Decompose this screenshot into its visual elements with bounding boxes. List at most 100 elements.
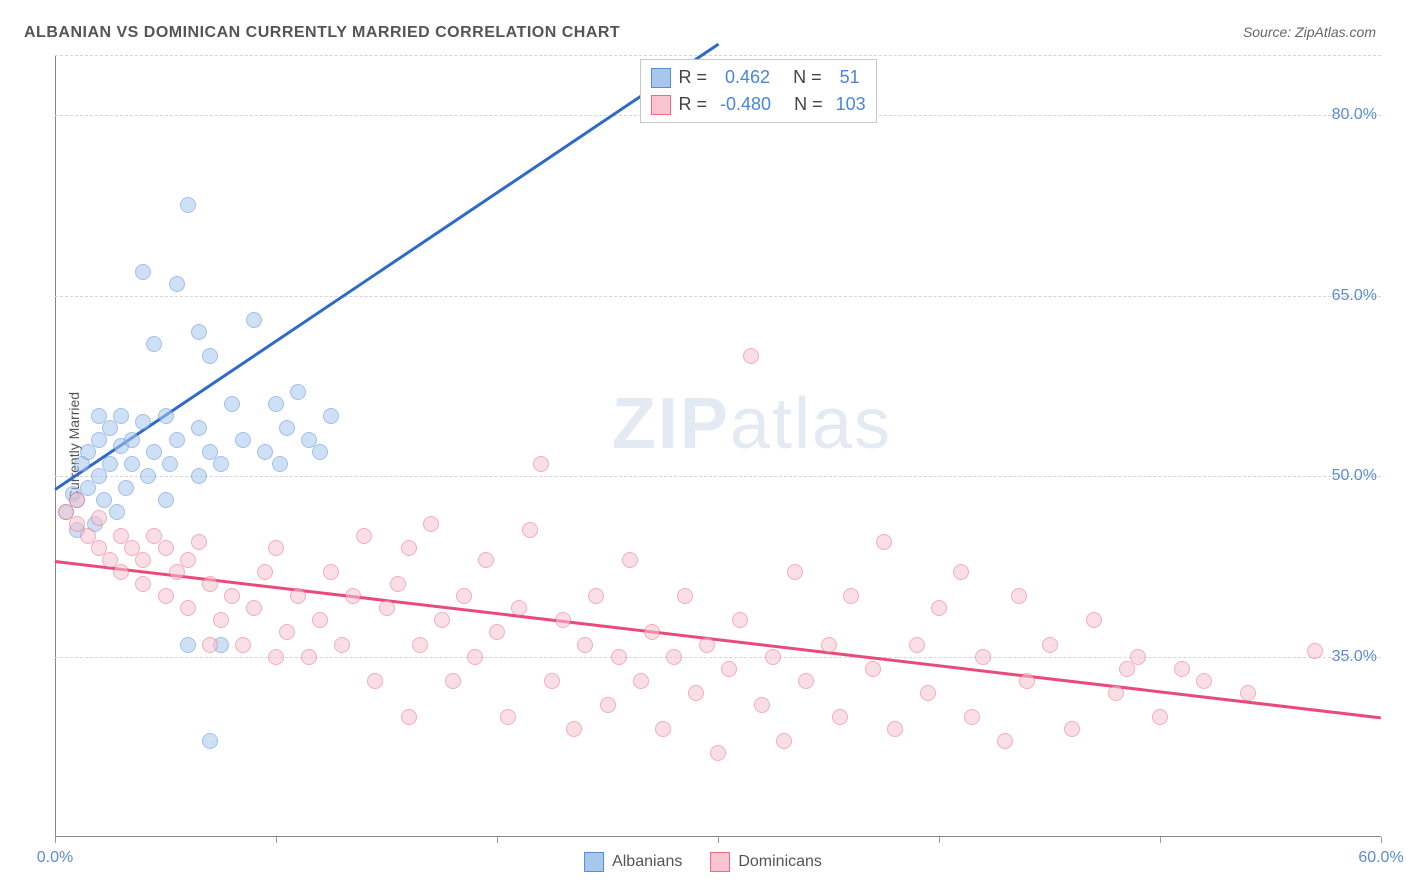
scatter-point-dominicans [953,564,969,580]
scatter-point-albanians [146,444,162,460]
chart-area: ZIPatlas 35.0%50.0%65.0%80.0%R = 0.462 N… [55,55,1381,837]
scatter-point-albanians [191,420,207,436]
scatter-point-dominicans [997,733,1013,749]
y-axis-line [55,55,56,837]
scatter-point-albanians [272,456,288,472]
scatter-point-dominicans [931,600,947,616]
scatter-point-dominicans [224,588,240,604]
scatter-point-dominicans [920,685,936,701]
scatter-point-dominicans [257,564,273,580]
scatter-point-dominicans [787,564,803,580]
scatter-point-dominicans [158,588,174,604]
scatter-point-dominicans [268,540,284,556]
x-tick [55,837,56,843]
scatter-point-albanians [135,264,151,280]
scatter-point-albanians [169,276,185,292]
scatter-point-albanians [257,444,273,460]
scatter-point-albanians [323,408,339,424]
y-tick-label: 35.0% [1332,648,1377,666]
x-tick [718,837,719,843]
scatter-point-dominicans [445,673,461,689]
scatter-point-albanians [162,456,178,472]
watermark: ZIPatlas [612,383,892,465]
scatter-point-dominicans [611,649,627,665]
scatter-point-dominicans [1042,637,1058,653]
legend-swatch [651,95,671,115]
scatter-point-albanians [124,456,140,472]
scatter-point-dominicans [213,612,229,628]
scatter-point-albanians [109,504,125,520]
scatter-point-albanians [146,336,162,352]
scatter-point-albanians [312,444,328,460]
x-tick [1160,837,1161,843]
scatter-point-dominicans [113,564,129,580]
scatter-point-dominicans [566,721,582,737]
scatter-point-dominicans [588,588,604,604]
scatter-point-dominicans [622,552,638,568]
plot-region: ZIPatlas 35.0%50.0%65.0%80.0%R = 0.462 N… [55,55,1381,837]
scatter-point-dominicans [533,456,549,472]
scatter-point-dominicans [511,600,527,616]
scatter-point-albanians [169,432,185,448]
scatter-point-dominicans [91,510,107,526]
scatter-point-dominicans [367,673,383,689]
scatter-point-dominicans [666,649,682,665]
scatter-point-dominicans [135,576,151,592]
y-tick-label: 80.0% [1332,106,1377,124]
x-tick-label: 0.0% [37,849,73,867]
scatter-point-dominicans [843,588,859,604]
source-attribution: Source: ZipAtlas.com [1243,24,1376,40]
scatter-point-dominicans [390,576,406,592]
scatter-point-dominicans [345,588,361,604]
scatter-point-dominicans [699,637,715,653]
x-tick [1381,837,1382,843]
scatter-point-dominicans [356,528,372,544]
scatter-point-dominicans [158,540,174,556]
grid-line [55,55,1381,56]
grid-line [55,296,1381,297]
scatter-point-dominicans [290,588,306,604]
scatter-point-dominicans [135,552,151,568]
scatter-point-dominicans [577,637,593,653]
scatter-point-dominicans [379,600,395,616]
scatter-point-dominicans [732,612,748,628]
watermark-zip: ZIP [612,384,730,464]
scatter-point-dominicans [434,612,450,628]
scatter-point-dominicans [754,697,770,713]
scatter-point-dominicans [191,534,207,550]
x-tick [497,837,498,843]
grid-line [55,476,1381,477]
x-tick [939,837,940,843]
scatter-point-dominicans [644,624,660,640]
y-tick-label: 65.0% [1332,287,1377,305]
scatter-point-albanians [158,408,174,424]
scatter-point-dominicans [500,709,516,725]
scatter-point-dominicans [832,709,848,725]
scatter-point-dominicans [1196,673,1212,689]
scatter-point-albanians [213,456,229,472]
scatter-point-dominicans [1130,649,1146,665]
scatter-point-albanians [224,396,240,412]
scatter-point-dominicans [865,661,881,677]
trend-line-dominicans [55,560,1381,719]
scatter-point-albanians [135,414,151,430]
scatter-point-albanians [180,197,196,213]
scatter-point-dominicans [544,673,560,689]
scatter-point-albanians [290,384,306,400]
legend-item: Dominicans [710,852,822,872]
legend-label: Dominicans [738,853,822,871]
scatter-point-dominicans [1307,643,1323,659]
scatter-point-albanians [191,468,207,484]
scatter-point-dominicans [1019,673,1035,689]
scatter-point-dominicans [798,673,814,689]
scatter-point-albanians [191,324,207,340]
legend-stats-row: R = 0.462 N = 51 [651,64,866,91]
scatter-point-dominicans [975,649,991,665]
scatter-point-dominicans [1152,709,1168,725]
chart-title: ALBANIAN VS DOMINICAN CURRENTLY MARRIED … [24,24,620,42]
scatter-point-dominicans [743,348,759,364]
scatter-point-dominicans [235,637,251,653]
scatter-point-dominicans [1086,612,1102,628]
scatter-point-dominicans [887,721,903,737]
legend-swatch [710,852,730,872]
